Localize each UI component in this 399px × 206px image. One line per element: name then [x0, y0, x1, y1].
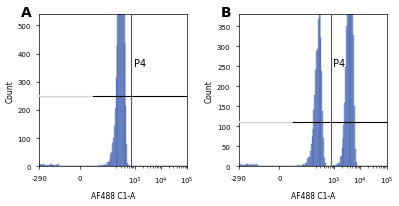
Text: P4: P4 — [134, 59, 146, 68]
Text: A: A — [22, 6, 32, 20]
Y-axis label: Count: Count — [6, 80, 14, 102]
Polygon shape — [239, 0, 387, 166]
Polygon shape — [39, 0, 187, 166]
Text: B: B — [221, 6, 231, 20]
X-axis label: AF488 C1-A: AF488 C1-A — [91, 192, 135, 200]
X-axis label: AF488 C1-A: AF488 C1-A — [290, 192, 335, 200]
Text: P4: P4 — [333, 59, 345, 68]
Y-axis label: Count: Count — [205, 80, 214, 102]
